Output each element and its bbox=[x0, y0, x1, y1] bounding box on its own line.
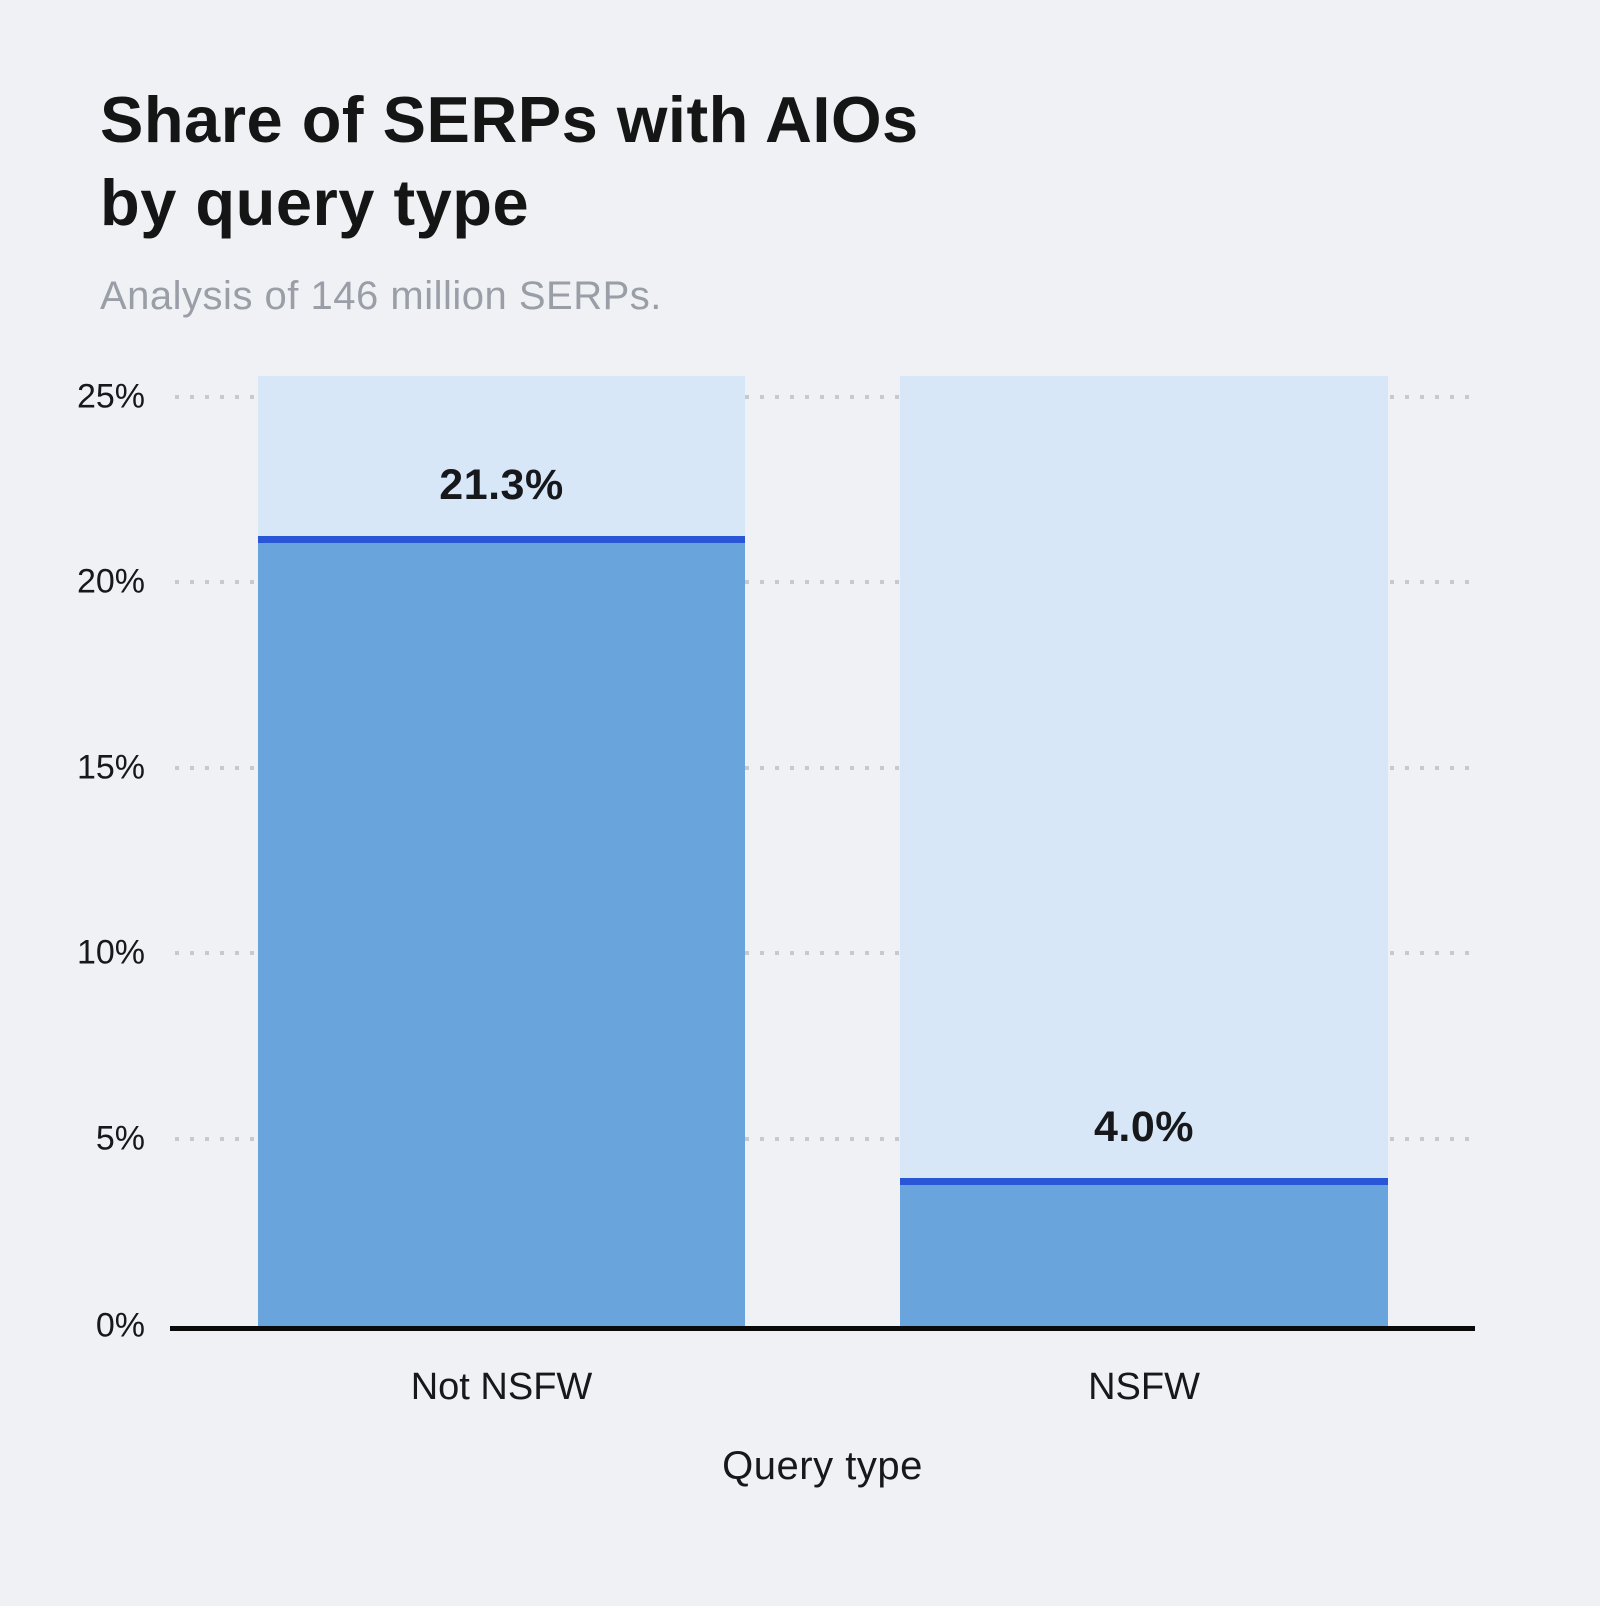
y-tick-label: 20% bbox=[76, 562, 145, 601]
bar-background-column bbox=[900, 376, 1388, 1327]
gridline-10%: 10% bbox=[77, 934, 1470, 972]
chart-subtitle: Analysis of 146 million SERPs. bbox=[100, 274, 662, 319]
bar-value-label-not-nsfw: 21.3% bbox=[439, 460, 564, 509]
chart-title-line2: by query type bbox=[100, 166, 530, 240]
chart-title: Share of SERPs with AIOs by query type bbox=[100, 78, 1600, 244]
bar-nsfw: 4.0% NSFW bbox=[900, 376, 1388, 1408]
chart-header: Share of SERPs with AIOs by query type A… bbox=[0, 0, 1600, 319]
bar-fill-not-nsfw bbox=[258, 535, 745, 1327]
x-category-label-nsfw: NSFW bbox=[1088, 1366, 1200, 1409]
y-tick-label: 5% bbox=[95, 1119, 145, 1158]
y-tick-label: 15% bbox=[76, 748, 145, 787]
gridlines: 0% 5% 10% 15% 20% 25% bbox=[77, 376, 1470, 1345]
gridline-15%: 15% bbox=[77, 748, 1470, 786]
gridline-5%: 5% bbox=[96, 1119, 1470, 1157]
y-tick-label: 25% bbox=[76, 377, 145, 416]
plot-area: 0% 5% 10% 15% 20% 25% 21.3% Not NSFW 4.0% NSF… bbox=[77, 376, 1475, 1408]
bar-fill-nsfw bbox=[900, 1177, 1388, 1327]
x-axis-title: Query type bbox=[722, 1444, 923, 1489]
gridline-25%: 25% bbox=[77, 377, 1470, 415]
x-axis-line bbox=[170, 1326, 1475, 1332]
x-category-label-not-nsfw: Not NSFW bbox=[410, 1366, 593, 1409]
bar-not-nsfw: 21.3% Not NSFW bbox=[258, 376, 745, 1408]
chart-title-line1: Share of SERPs with AIOs bbox=[100, 83, 919, 156]
y-tick-label: 0% bbox=[95, 1306, 145, 1345]
y-tick-label: 10% bbox=[76, 933, 145, 972]
bar-value-label-nsfw: 4.0% bbox=[1093, 1102, 1194, 1151]
gridline-20%: 20% bbox=[77, 563, 1470, 601]
